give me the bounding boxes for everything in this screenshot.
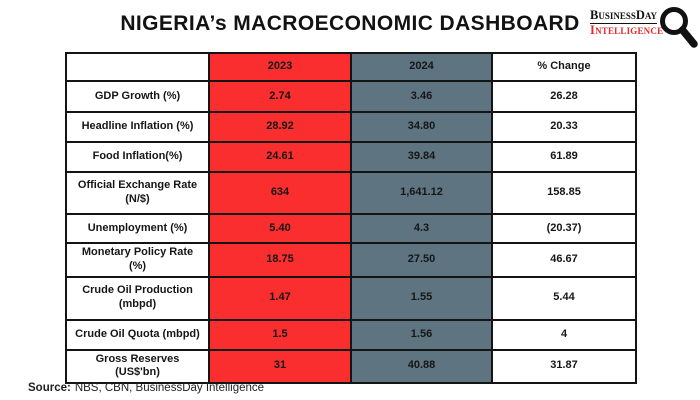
table-row: Crude Oil Quota (mbpd) 1.5 1.56 4 (65, 318, 637, 351)
magnifier-icon (660, 7, 698, 48)
source-label: Source: (28, 382, 71, 394)
value-change: 46.67 (491, 242, 637, 278)
value-2023: 24.61 (208, 141, 352, 173)
macro-table: 2023 2024 % Change GDP Growth (%) 2.74 3… (65, 52, 637, 384)
value-change: 31.87 (491, 348, 637, 384)
value-2024: 39.84 (350, 141, 493, 173)
row-label: Crude Oil Quota (mbpd) (65, 318, 210, 351)
table-row: Unemployment (%) 5.40 4.3 (20.37) (65, 213, 637, 244)
value-2023: 2.74 (208, 80, 352, 113)
table-header-row: 2023 2024 % Change (65, 52, 637, 82)
value-2024: 1.55 (350, 275, 493, 321)
row-label: GDP Growth (%) (65, 80, 210, 113)
businessday-logo: BusinessDay Intelligence (590, 7, 698, 48)
header-indicator-cell (65, 52, 210, 82)
value-2024: 34.80 (350, 111, 493, 143)
table-row: Headline Inflation (%) 28.92 34.80 20.33 (65, 111, 637, 143)
header-2023-cell: 2023 (208, 52, 352, 82)
value-2024: 1.56 (350, 318, 493, 351)
row-label: Headline Inflation (%) (65, 111, 210, 143)
row-label: Food Inflation(%) (65, 141, 210, 173)
value-2024: 3.46 (350, 80, 493, 113)
value-2023: 634 (208, 171, 352, 215)
row-label: Monetary Policy Rate (%) (65, 242, 210, 278)
value-change: 158.85 (491, 171, 637, 215)
row-label: Gross Reserves (US$'bn) (65, 348, 210, 384)
value-change: 26.28 (491, 80, 637, 113)
value-2023: 1.47 (208, 275, 352, 321)
logo-businessday-text: BusinessDay (590, 8, 658, 25)
value-2023: 18.75 (208, 242, 352, 278)
header-2024-cell: 2024 (350, 52, 493, 82)
table-row: Official Exchange Rate (N/$) 634 1,641.1… (65, 171, 637, 215)
table-row: Crude Oil Production (mbpd) 1.47 1.55 5.… (65, 275, 637, 321)
logo-intelligence-text: Intelligence (590, 23, 664, 38)
value-change: (20.37) (491, 213, 637, 244)
row-label: Unemployment (%) (65, 213, 210, 244)
value-2024: 1,641.12 (350, 171, 493, 215)
value-2023: 1.5 (208, 318, 352, 351)
row-label: Official Exchange Rate (N/$) (65, 171, 210, 215)
value-2023: 28.92 (208, 111, 352, 143)
source-note: Source: NBS, CBN, BusinessDay Intelligenc… (28, 382, 264, 394)
value-change: 4 (491, 318, 637, 351)
table-row: Gross Reserves (US$'bn) 31 40.88 31.87 (65, 348, 637, 384)
value-2024: 40.88 (350, 348, 493, 384)
value-change: 61.89 (491, 141, 637, 173)
source-text: NBS, CBN, BusinessDay Intelligence (74, 382, 265, 394)
table-row: Food Inflation(%) 24.61 39.84 61.89 (65, 141, 637, 173)
row-label: Crude Oil Production (mbpd) (65, 275, 210, 321)
table-row: Monetary Policy Rate (%) 18.75 27.50 46.… (65, 242, 637, 278)
value-2024: 4.3 (350, 213, 493, 244)
header-change-cell: % Change (491, 52, 637, 82)
value-2023: 5.40 (208, 213, 352, 244)
value-change: 20.33 (491, 111, 637, 143)
table-row: GDP Growth (%) 2.74 3.46 26.28 (65, 80, 637, 113)
value-change: 5.44 (491, 275, 637, 321)
value-2023: 31 (208, 348, 352, 384)
page-title: NIGERIA’s MACROECONOMIC DASHBOARD (120, 12, 580, 35)
value-2024: 27.50 (350, 242, 493, 278)
